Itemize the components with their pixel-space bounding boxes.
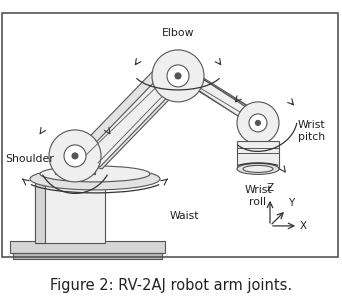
Ellipse shape (64, 145, 86, 167)
Text: Y: Y (288, 198, 294, 208)
Ellipse shape (175, 73, 181, 79)
Text: Shoulder: Shoulder (5, 154, 54, 164)
Ellipse shape (249, 114, 267, 132)
Polygon shape (55, 146, 95, 174)
Text: Wrist
roll: Wrist roll (244, 185, 272, 207)
Ellipse shape (237, 163, 279, 174)
Polygon shape (178, 63, 258, 129)
Polygon shape (80, 71, 185, 167)
Ellipse shape (167, 65, 189, 87)
Bar (10, 241, 165, 253)
Ellipse shape (237, 102, 279, 144)
Ellipse shape (243, 165, 273, 172)
Ellipse shape (255, 120, 261, 125)
Polygon shape (68, 66, 192, 169)
Bar (13, 253, 162, 259)
Text: X: X (300, 221, 307, 231)
Polygon shape (35, 181, 45, 243)
Text: Waist: Waist (170, 211, 199, 221)
Ellipse shape (152, 50, 204, 102)
Bar (35, 181, 105, 243)
Ellipse shape (40, 166, 150, 182)
Ellipse shape (49, 130, 101, 182)
Bar (237, 141, 279, 169)
Ellipse shape (30, 168, 160, 190)
Polygon shape (173, 59, 262, 131)
Text: Figure 2: RV-2AJ robot arm joints.: Figure 2: RV-2AJ robot arm joints. (50, 278, 292, 293)
Text: Wrist
pitch: Wrist pitch (298, 120, 326, 142)
Text: Elbow: Elbow (162, 28, 194, 38)
Text: Z: Z (266, 183, 274, 193)
Ellipse shape (72, 153, 78, 159)
